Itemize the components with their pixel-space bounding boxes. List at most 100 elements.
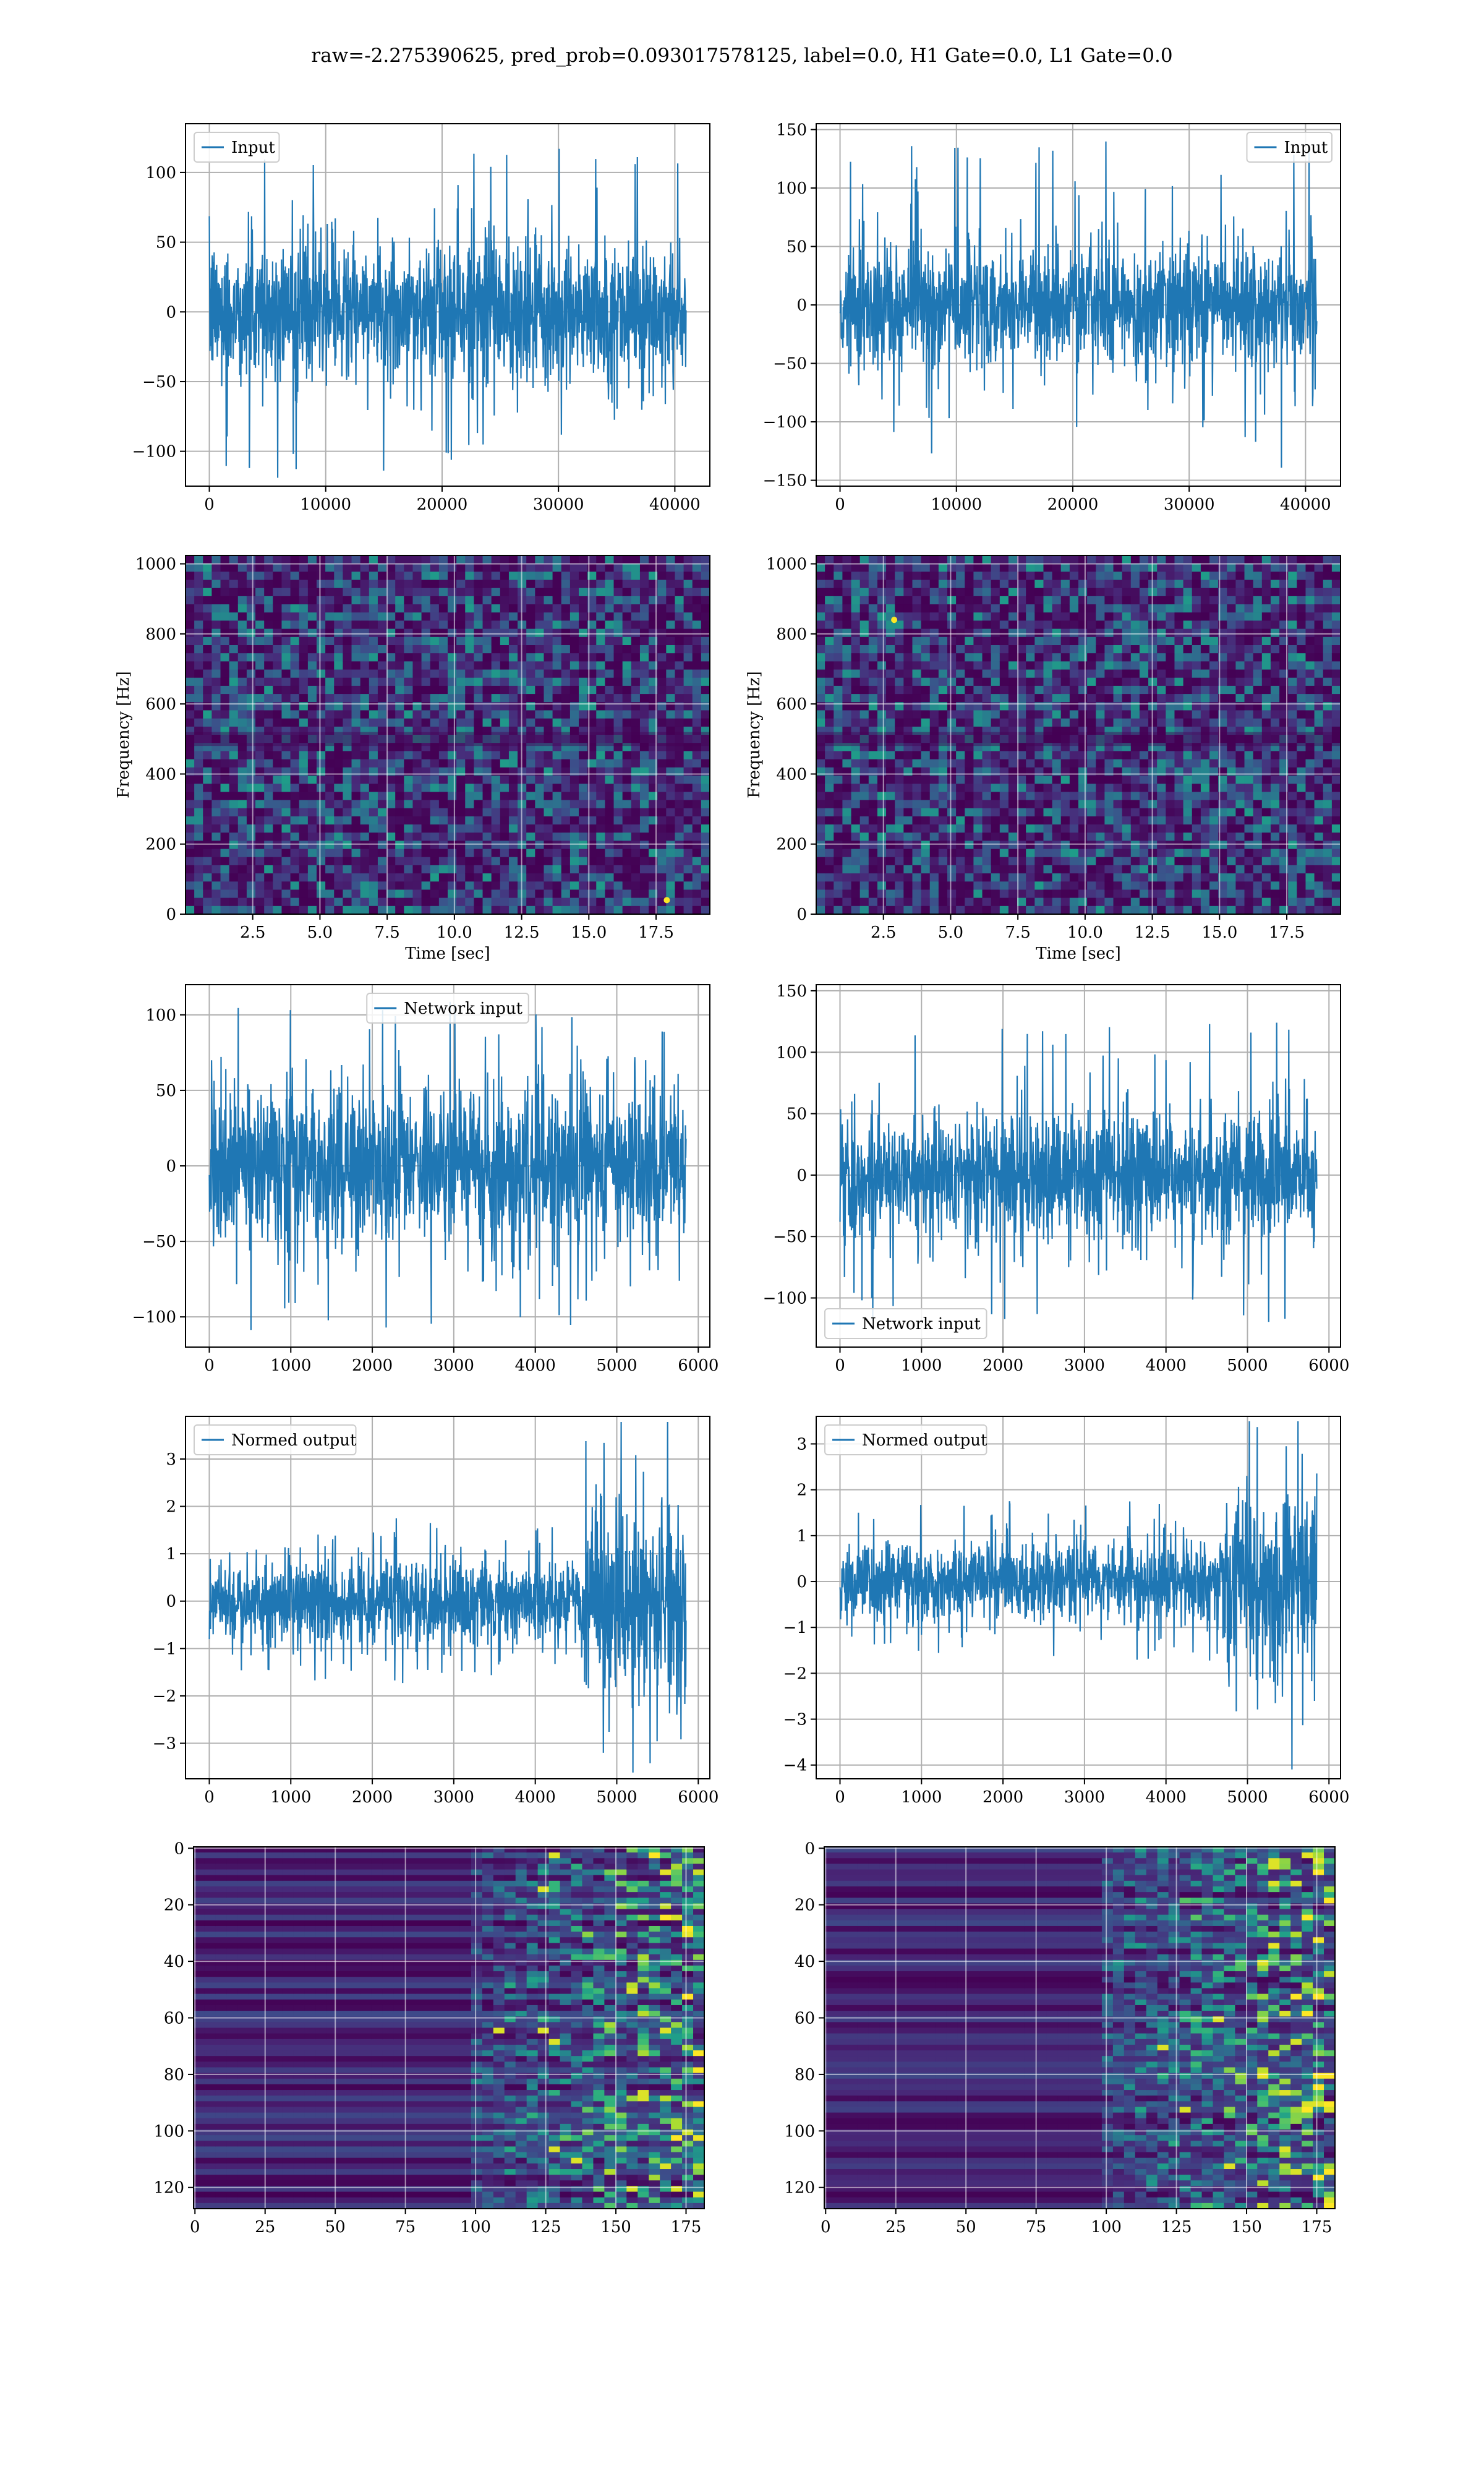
- h1-spectrogram-cell: [404, 563, 414, 572]
- l1-spectrogram-cell: [1139, 563, 1149, 572]
- l1-spectrogram-cell: [1130, 653, 1140, 662]
- h1-spectrogram-cell: [491, 897, 501, 907]
- h1-spectrogram-cell: [701, 677, 710, 687]
- l1-spectrogram-cell: [1157, 612, 1166, 622]
- l1-spectrogram-cell: [1008, 816, 1018, 825]
- h1-spectrogram-cell: [683, 743, 693, 751]
- h1-spectrogram-cell: [299, 808, 309, 817]
- l1-spectrogram-cell: [999, 555, 1009, 564]
- h1-spectrogram-cell: [211, 718, 221, 727]
- h1-spectrogram-cell: [421, 849, 431, 858]
- l1-spectrogram-cell: [1104, 808, 1114, 817]
- h1-spectrogram-cell: [666, 596, 676, 605]
- h1-spectrogram-cell: [307, 865, 317, 874]
- l1-spectrogram-cell: [1008, 563, 1018, 572]
- l1-spectrogram-cell: [851, 555, 861, 564]
- l1-spectrogram-cell: [1078, 685, 1088, 695]
- l1-spectrogram-cell: [938, 833, 948, 841]
- l1-spectrogram-cell: [1043, 612, 1053, 622]
- h1-spectrogram-cell: [596, 857, 605, 866]
- l1-spectrogram-cell: [1200, 808, 1210, 817]
- h1-spectrogram-cell: [430, 571, 440, 581]
- h1-spectrogram-cell: [657, 865, 667, 874]
- h1-spectrogram-cell: [456, 800, 466, 809]
- h1-spectrogram-cell: [622, 759, 632, 768]
- h1-spectrogram-cell: [203, 743, 212, 751]
- h1-spectrogram-cell: [683, 685, 693, 695]
- l1-spectrogram-cell: [1227, 555, 1236, 564]
- h1-spectrogram-xtick-label-6: 17.5: [638, 923, 674, 942]
- l1-spectrogram-cell: [1017, 759, 1026, 768]
- h1-spectrogram-cell: [194, 751, 203, 760]
- h1-spectrogram-cell: [474, 849, 484, 858]
- h1-spectrogram-cell: [631, 555, 641, 564]
- l1-spectrogram-cell: [1244, 905, 1254, 915]
- l1-spectrogram-cell: [1096, 905, 1105, 915]
- h1-spectrogram-cell: [203, 636, 212, 646]
- l1-spectrogram-cell: [1253, 571, 1263, 581]
- l1-spectrogram-cell: [1218, 897, 1227, 907]
- l1-spectrogram-cell: [929, 767, 939, 776]
- h1-spectrogram-cell: [631, 661, 641, 670]
- l1-spectrogram-cell: [947, 897, 957, 907]
- h1-spectrogram-cell: [535, 580, 545, 589]
- l1-spectrogram-cell: [1017, 800, 1026, 809]
- h1-spectrogram-cell: [552, 620, 562, 630]
- h1-spectrogram-cell: [229, 759, 239, 768]
- h1-spectrogram-cell: [220, 735, 230, 743]
- h1-spectrogram-cell: [211, 669, 221, 678]
- h1-spectrogram-cell: [237, 784, 247, 792]
- l1-spectrogram-cell: [991, 571, 1000, 581]
- l1-spectrogram-cell: [859, 808, 869, 817]
- h1-spectrogram-cell: [535, 849, 545, 858]
- h1-spectrogram-cell: [587, 645, 597, 654]
- h1-spectrogram-cell: [508, 694, 518, 703]
- h1-spectrogram-cell: [351, 873, 361, 882]
- h1-spectrogram-cell: [325, 865, 335, 874]
- h1-spectrogram-cell: [211, 620, 221, 630]
- h1-spectrogram-cell: [491, 612, 501, 622]
- l1-spectrogram-cell: [1069, 604, 1079, 613]
- h1-spectrogram-cell: [360, 833, 370, 841]
- h1-spectrogram-cell: [229, 735, 239, 743]
- l1-spectrogram-cell: [1087, 718, 1096, 727]
- h1-spectrogram-cell: [421, 645, 431, 654]
- h1-spectrogram-cell: [438, 792, 448, 801]
- l1-spectrogram-cell: [1069, 588, 1079, 597]
- l1-spectrogram-cell: [1218, 751, 1227, 760]
- h1-spectrogram-cell: [675, 833, 684, 841]
- l1-spectrogram-cell: [965, 808, 974, 817]
- h1-spectrogram-cell: [456, 645, 466, 654]
- l1-spectrogram-cell: [973, 596, 983, 605]
- h1-spectrogram-cell: [220, 800, 230, 809]
- l1-spectrogram-cell: [842, 694, 852, 703]
- l1-spectrogram-cell: [1104, 849, 1114, 858]
- h1-spectrogram-cell: [343, 685, 352, 695]
- l1-spectrogram-cell: [1174, 865, 1184, 874]
- h1-spectrogram-cell: [325, 604, 335, 613]
- l1-spectrogram-cell: [1139, 889, 1149, 899]
- l1-spectrogram-cell: [1244, 677, 1254, 687]
- h1-spectrogram-cell: [211, 743, 221, 751]
- h1-spectrogram-cell: [579, 792, 588, 801]
- l1-spectrogram-cell: [1192, 873, 1201, 882]
- l1-spectrogram-cell: [1122, 571, 1132, 581]
- h1-spectrogram-cell: [596, 653, 605, 662]
- h1-spectrogram-cell: [535, 881, 545, 891]
- l1-spectrogram-cell: [1192, 865, 1201, 874]
- l1-spectrogram-cell: [868, 628, 878, 638]
- l1-spectrogram-cell: [1183, 751, 1193, 760]
- l1-spectrogram-cell: [1139, 792, 1149, 801]
- h1-spectrogram-cell: [622, 849, 632, 858]
- l1-spectrogram-cell: [956, 636, 965, 646]
- h1-spectrogram-cell: [186, 816, 195, 825]
- h1-spectrogram-cell: [544, 612, 553, 622]
- l1-spectrogram-cell: [991, 824, 1000, 833]
- l1-spectrogram-cell: [1052, 759, 1062, 768]
- h1-spectrogram-cell: [639, 661, 649, 670]
- h1-spectrogram-cell: [194, 661, 203, 670]
- h1-spectrogram-cell: [404, 873, 414, 882]
- h1-spectrogram-cell: [395, 580, 404, 589]
- h1-spectrogram-cell: [474, 685, 484, 695]
- h1-spectrogram-cell: [317, 571, 326, 581]
